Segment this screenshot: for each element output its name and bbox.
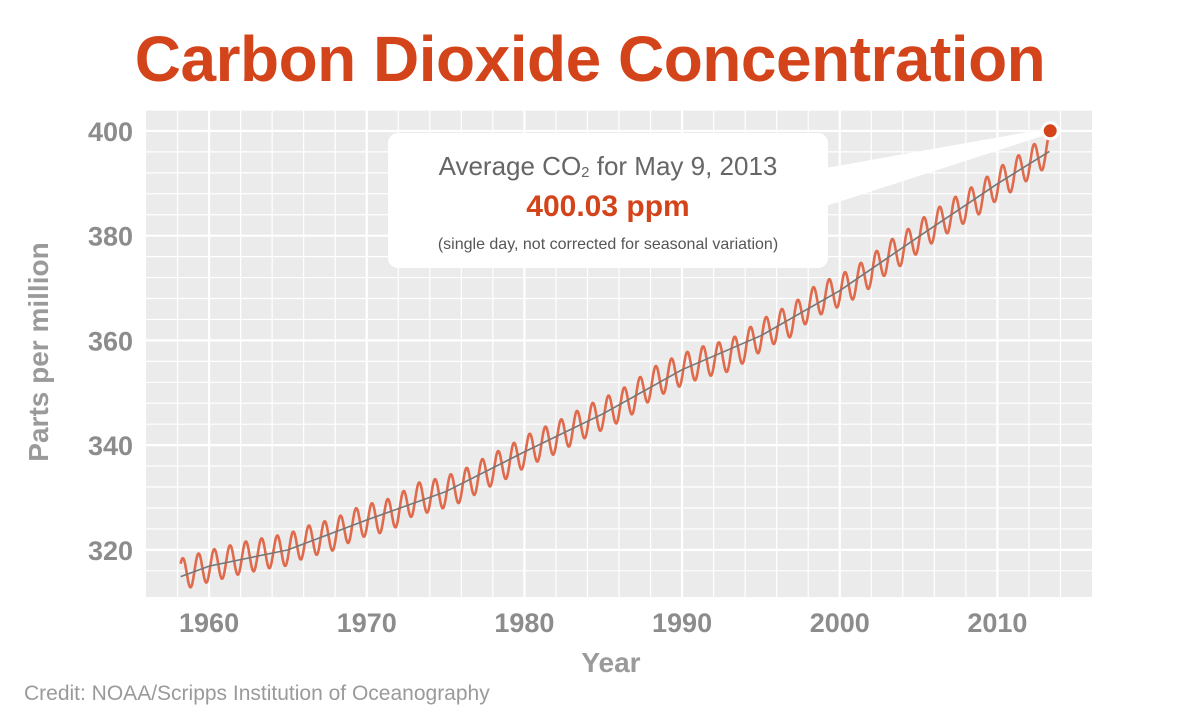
- credit-line: Credit: NOAA/Scripps Institution of Ocea…: [24, 682, 490, 705]
- y-tick-label: 320: [88, 536, 133, 566]
- x-tick-label: 1970: [337, 608, 397, 638]
- x-tick-label: 2000: [810, 608, 870, 638]
- chart-title: Carbon Dioxide Concentration: [134, 23, 1046, 95]
- y-tick-label: 340: [88, 431, 133, 461]
- y-tick-label: 400: [88, 117, 133, 147]
- y-axis-label: Parts per million: [23, 242, 54, 461]
- highlight-point: [1040, 121, 1060, 141]
- monthly-co2-line: [179, 133, 1051, 589]
- x-tick-label: 2010: [967, 608, 1027, 638]
- callout-note: (single day, not corrected for seasonal …: [437, 236, 779, 253]
- y-tick-label: 360: [88, 326, 133, 356]
- callout-pointer: [826, 128, 1047, 206]
- x-tick-label: 1990: [652, 608, 712, 638]
- x-tick-label: 1980: [494, 608, 554, 638]
- x-tick-label: 1960: [179, 608, 239, 638]
- trend-line: [180, 150, 1050, 578]
- callout-value: 400.03 ppm: [526, 190, 690, 223]
- x-axis-label: Year: [581, 647, 640, 678]
- tick-labels: 1960 1970 1980 1990 2000 2010 320 340 360 380 400: [88, 117, 1028, 638]
- annotation-callout: Average CO2 for May 9, 2013 400.03 ppm (…: [388, 133, 828, 268]
- series: [179, 133, 1051, 589]
- callout-heading: Average CO2 for May 9, 2013: [438, 151, 778, 181]
- y-tick-label: 380: [88, 222, 133, 252]
